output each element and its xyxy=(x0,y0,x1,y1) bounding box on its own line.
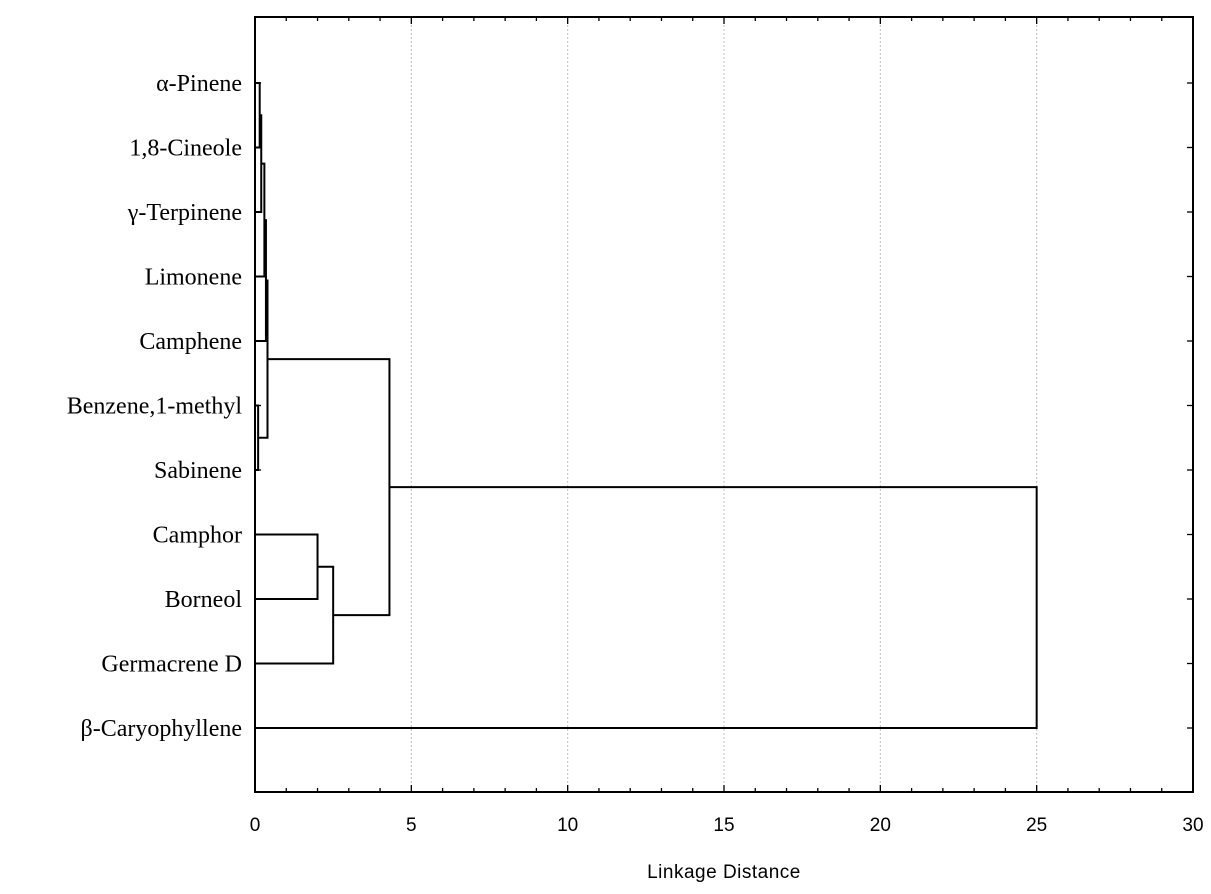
x-tick-label: 30 xyxy=(1182,815,1203,836)
dendrogram-link xyxy=(255,535,318,600)
x-tick-label: 0 xyxy=(250,815,261,836)
leaf-label: α-Pinene xyxy=(156,71,242,97)
leaf-label: 1,8-Cineole xyxy=(129,136,242,162)
leaf-label: Borneol xyxy=(165,587,243,613)
leaf-label: Camphene xyxy=(139,329,242,355)
leaf-label: Limonene xyxy=(145,265,242,291)
x-tick-labels: 0 5 10 15 20 25 30 xyxy=(250,815,1204,836)
leaf-label: Benzene,1-methyl xyxy=(67,394,243,420)
x-tick-label: 10 xyxy=(557,815,578,836)
x-tick-label: 5 xyxy=(406,815,417,836)
x-tick-label: 20 xyxy=(870,815,891,836)
dendrogram-links xyxy=(255,83,1037,728)
x-tick-label: 25 xyxy=(1026,815,1047,836)
dendrogram-link xyxy=(268,359,390,615)
leaf-label: Camphor xyxy=(153,523,242,549)
leaf-labels: α-Pinene 1,8-Cineole γ-Terpinene Limonene Ca… xyxy=(67,71,243,742)
x-tick-label: 15 xyxy=(713,815,734,836)
leaf-label: Sabinene xyxy=(154,458,242,484)
dendrogram-link xyxy=(255,567,333,664)
x-axis-title: Linkage Distance xyxy=(647,862,801,883)
dendrogram-link xyxy=(255,487,1037,728)
leaf-label: β-Caryophyllene xyxy=(81,716,243,742)
grid-lines xyxy=(411,17,1036,792)
leaf-label: Germacrene D xyxy=(101,652,242,678)
leaf-label: γ-Terpinene xyxy=(127,200,242,226)
dendrogram-link xyxy=(255,164,264,277)
